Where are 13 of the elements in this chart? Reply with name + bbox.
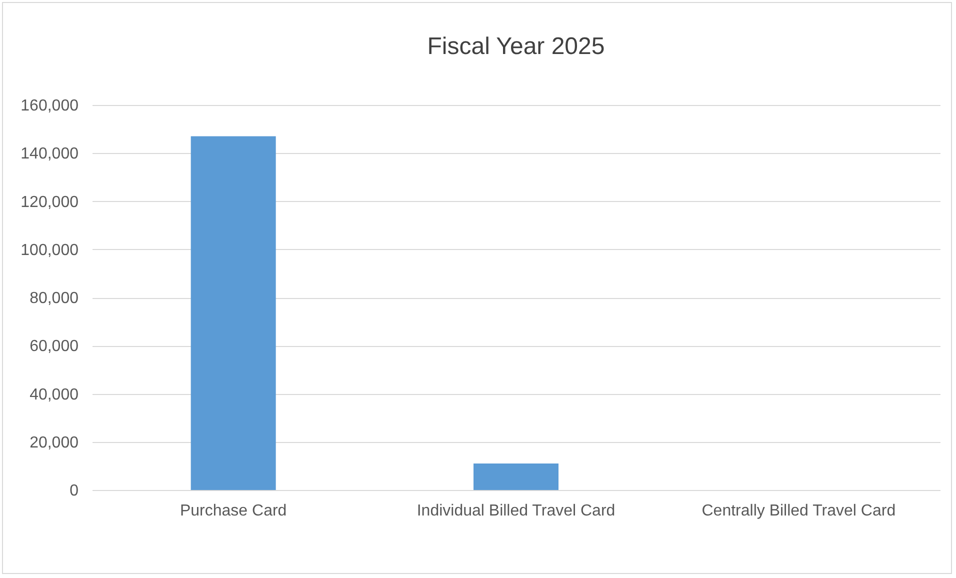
y-tick-label: 120,000 [20, 194, 79, 211]
x-tick-label: Individual Billed Travel Card [416, 502, 616, 520]
chart-title: Fiscal Year 2025 [427, 33, 605, 60]
x-tick-label: Purchase Card [180, 502, 287, 520]
y-tick-label: 0 [70, 482, 79, 500]
y-tick-label: 100,000 [20, 242, 79, 259]
y-tick-label: 40,000 [30, 386, 79, 404]
x-tick-label: Centrally Billed Travel Card [702, 502, 896, 520]
y-tick-label: 140,000 [20, 146, 79, 163]
y-tick-label: 160,000 [20, 98, 79, 114]
y-tick-label: 20,000 [30, 434, 79, 452]
y-tick-label: 60,000 [30, 338, 79, 356]
y-tick-label: 80,000 [30, 290, 79, 307]
